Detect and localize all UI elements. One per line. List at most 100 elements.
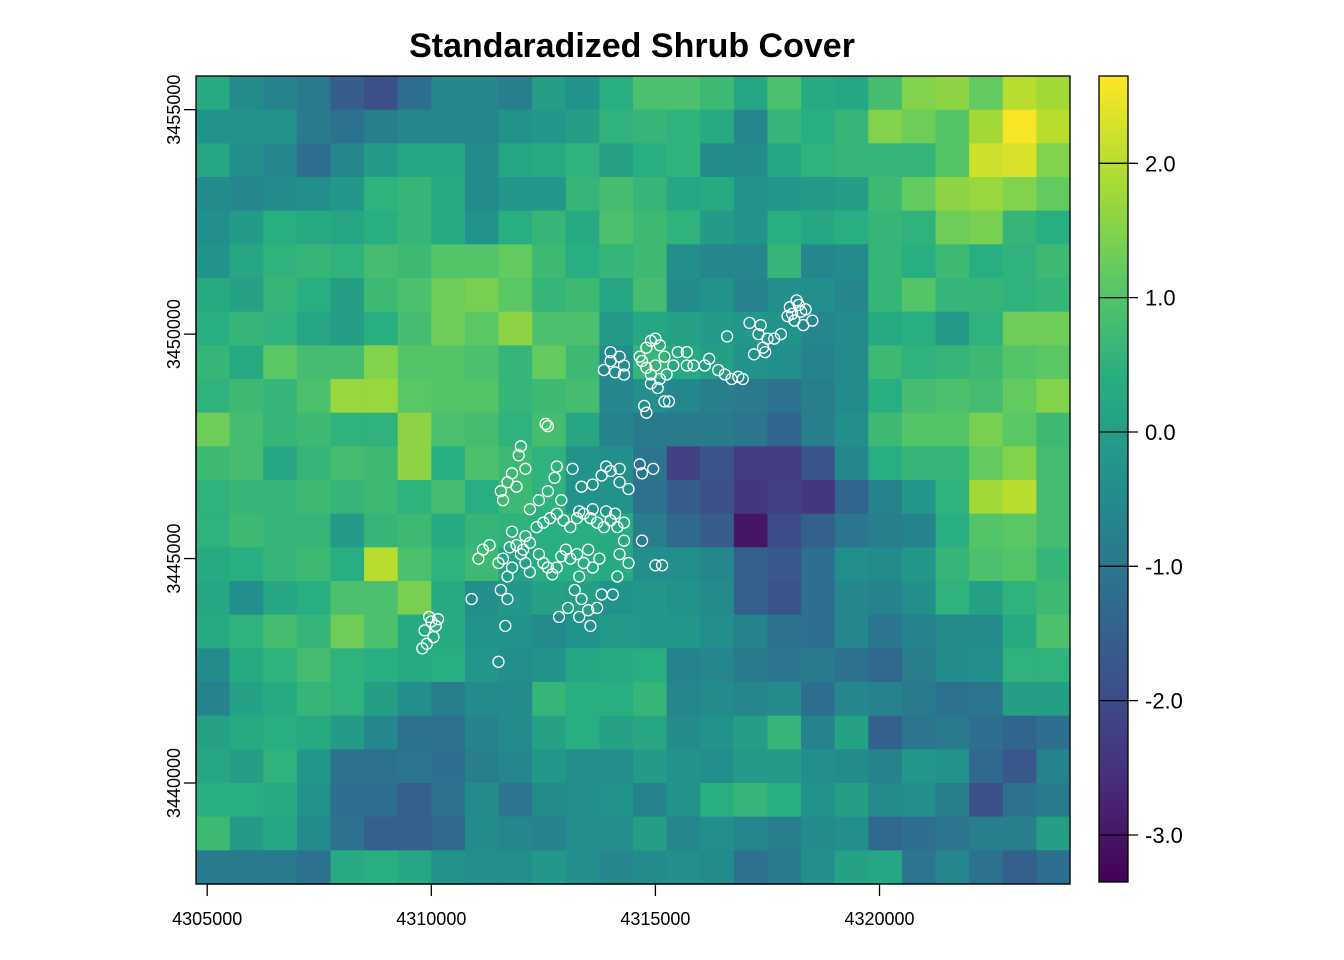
raster-cell (330, 412, 365, 447)
raster-cell (364, 513, 399, 548)
raster-cell (868, 682, 903, 717)
observation-point (519, 556, 532, 570)
raster-cell (801, 76, 836, 111)
raster-cell (464, 379, 500, 414)
raster-cell (296, 109, 332, 144)
raster-cell (834, 749, 869, 784)
color-legend: -3.0 -2.0 -1.0 0.0 1.0 2.0 (1098, 75, 1183, 883)
raster-cell (901, 446, 937, 481)
raster-cell (263, 682, 298, 717)
raster-cell (767, 581, 802, 616)
raster-cell (397, 76, 432, 111)
raster-cell (296, 850, 332, 885)
raster-cell (969, 682, 1004, 717)
raster-cell (700, 749, 735, 784)
raster-cell (464, 648, 500, 683)
raster-cell (868, 715, 903, 750)
raster-cell (1002, 480, 1037, 515)
raster-cell (733, 446, 769, 481)
raster-cell (700, 210, 735, 245)
raster-cell (969, 412, 1004, 447)
observation-point (505, 561, 519, 574)
raster-cell (263, 109, 298, 144)
raster-cell (700, 682, 735, 717)
raster-cell (801, 109, 836, 144)
raster-cell (498, 177, 533, 212)
raster-cell (935, 581, 970, 616)
raster-cell (263, 76, 298, 111)
raster-cell (464, 177, 500, 212)
raster-cell (868, 76, 903, 111)
raster-cell (666, 581, 701, 616)
raster-cell (901, 850, 937, 885)
raster-cell (901, 581, 937, 616)
raster-cell (868, 648, 903, 683)
observation-point (472, 552, 485, 565)
observation-point (537, 556, 550, 570)
raster-cell (431, 648, 466, 683)
raster-cell (633, 109, 668, 144)
raster-cell (565, 278, 600, 313)
raster-cell (330, 76, 365, 111)
y-axis: 3440000 3445000 3450000 3455000 (164, 75, 197, 818)
raster-cell (464, 783, 500, 818)
raster-cell (969, 783, 1004, 818)
raster-cell (868, 614, 903, 649)
raster-cell (700, 850, 735, 885)
raster-cell (464, 446, 500, 481)
raster-cell (464, 749, 500, 784)
raster-cell (700, 109, 735, 144)
raster-cell (330, 614, 365, 649)
raster-cell (263, 278, 298, 313)
raster-cell (364, 682, 399, 717)
raster-cell (935, 715, 970, 750)
raster-cell (834, 76, 869, 111)
raster-cell (599, 480, 634, 515)
raster-cell (330, 547, 365, 582)
observation-point (608, 507, 622, 520)
raster-cell (767, 345, 802, 380)
raster-cell (599, 547, 634, 582)
raster-cell (263, 715, 298, 750)
raster-cell (767, 412, 802, 447)
raster-cell (263, 648, 298, 683)
raster-cell (1002, 648, 1037, 683)
raster-cell (498, 783, 533, 818)
raster-cell (1036, 76, 1071, 111)
observation-point (783, 301, 797, 314)
raster-cell (330, 581, 365, 616)
observation-point (703, 352, 716, 365)
raster-cell (464, 412, 500, 447)
observation-point (519, 462, 532, 475)
observation-point (644, 377, 658, 390)
raster-cell (834, 715, 869, 750)
raster-cell (464, 715, 500, 750)
raster-cell (464, 109, 500, 144)
raster-cell (229, 278, 264, 313)
observation-point (658, 395, 671, 408)
raster-cell (868, 244, 903, 279)
observation-point (759, 345, 772, 359)
raster-cell (296, 648, 332, 683)
y-tick-label: 3455000 (164, 75, 184, 145)
raster-cell (801, 177, 836, 212)
color-legend-label: 0.0 (1145, 420, 1176, 445)
raster-cell (565, 244, 600, 279)
raster-cell (431, 715, 466, 750)
raster-cell (969, 379, 1004, 414)
raster-cell (397, 109, 432, 144)
x-axis: 4305000 4310000 4315000 4320000 (172, 883, 915, 929)
raster-cell (532, 513, 567, 548)
raster-cell (801, 345, 836, 380)
raster-cell (1002, 850, 1037, 885)
raster-cell (599, 278, 634, 313)
raster-cell (565, 715, 600, 750)
raster-cell (263, 783, 298, 818)
raster-cell (196, 446, 231, 481)
raster-cell (532, 850, 567, 885)
raster-cell (1036, 210, 1071, 245)
raster-cell (431, 749, 466, 784)
raster-cell (1002, 446, 1037, 481)
raster-cell (633, 513, 668, 548)
observation-point (422, 610, 436, 624)
